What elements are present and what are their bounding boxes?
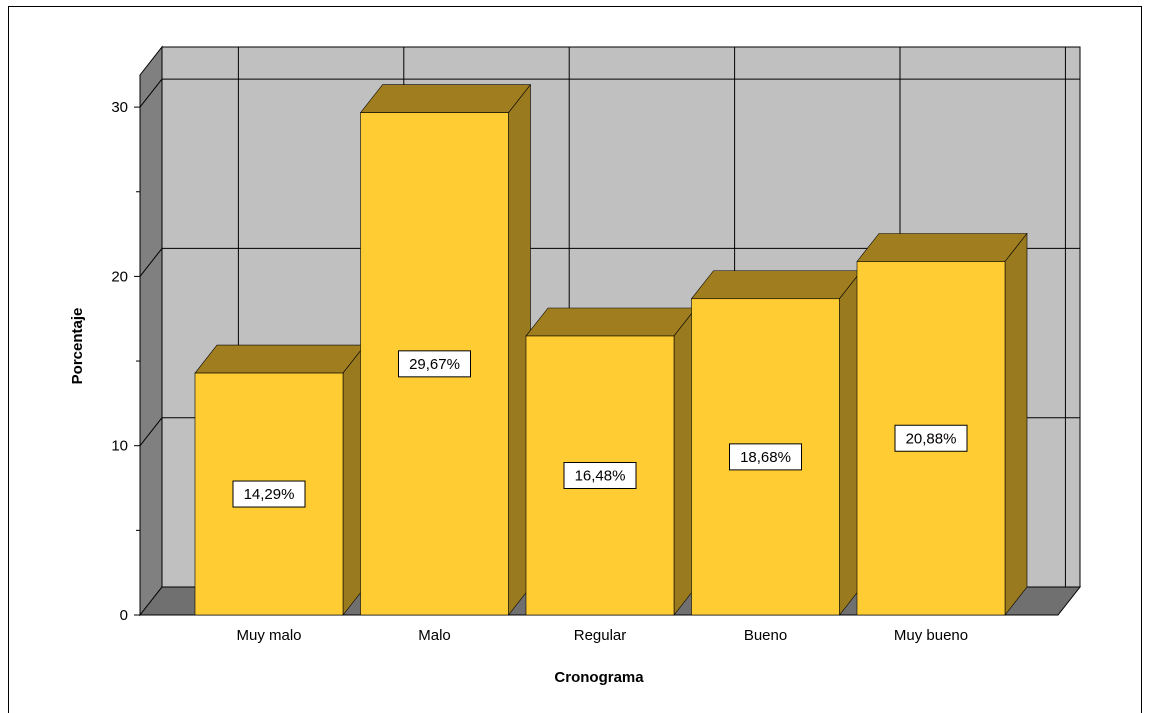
bar-top	[525, 307, 697, 337]
y-axis-title: Porcentaje	[69, 308, 86, 385]
data-label: 20,88%	[906, 430, 957, 447]
data-label-box	[232, 480, 306, 508]
chart-bars: 14,29% 29,67% 16,48% 18,68% 20,88%	[194, 83, 1028, 616]
data-label: 16,48%	[575, 467, 626, 484]
data-label: 14,29%	[244, 486, 295, 503]
data-label-box	[894, 424, 968, 452]
x-tick-label: Bueno	[744, 627, 787, 644]
grid-line-side	[139, 417, 163, 447]
bar-side	[1004, 232, 1028, 616]
x-axis-ticks: Muy malo Malo Regular Bueno Muy bueno	[236, 627, 968, 644]
x-tick-label: Malo	[418, 627, 451, 644]
data-label-box	[729, 443, 802, 471]
bar-top	[359, 84, 532, 113]
data-label: 18,68%	[740, 449, 791, 466]
bar-top	[690, 270, 863, 300]
data-label: 29,67%	[409, 356, 460, 373]
data-label-box	[398, 350, 471, 378]
grid-line-side	[139, 78, 163, 108]
bar-top	[856, 233, 1028, 262]
y-axis-ticks: 0 10 20 30	[111, 99, 140, 624]
data-label-box	[563, 461, 637, 489]
side-wall	[139, 45, 163, 617]
x-tick-label: Regular	[574, 627, 627, 644]
x-axis-title: Cronograma	[554, 669, 644, 686]
y-tick-label: 0	[120, 607, 128, 624]
x-tick-label: Muy bueno	[894, 627, 968, 644]
y-tick-label: 30	[111, 99, 128, 116]
grid-line-side	[139, 248, 163, 277]
y-tick-label: 20	[111, 268, 128, 285]
x-tick-label: Muy malo	[236, 627, 301, 644]
y-tick-label: 10	[111, 438, 128, 455]
bar-top	[194, 344, 366, 374]
chart-frame	[8, 6, 1142, 713]
